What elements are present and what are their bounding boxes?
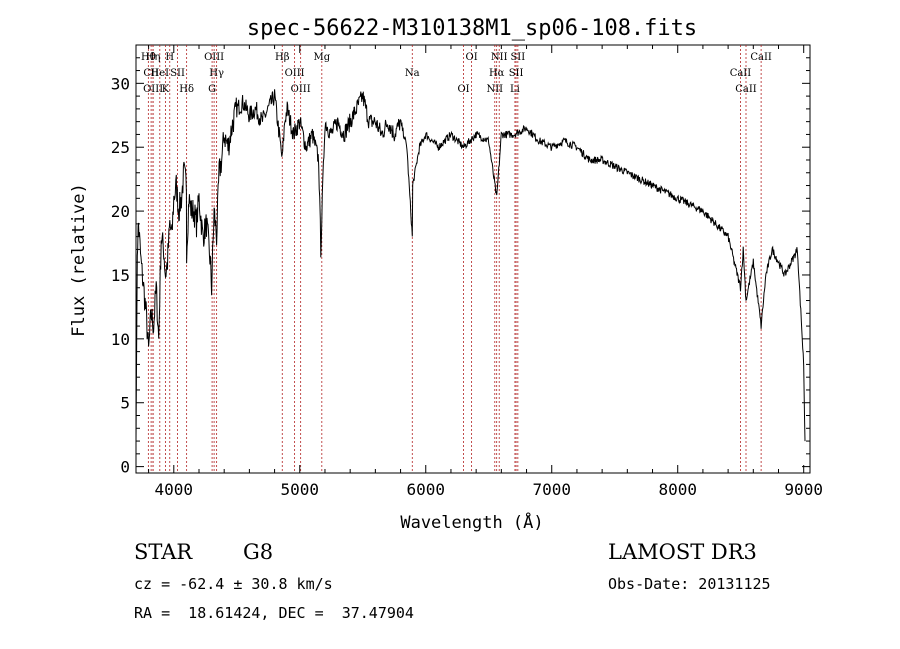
chart-title: spec-56622-M310138M1_sp06-108.fits — [247, 16, 697, 41]
x-tick-label: 4000 — [155, 480, 194, 499]
line-label: NII — [486, 84, 503, 95]
x-tick-label: 5000 — [281, 480, 320, 499]
line-label: Hθ — [141, 52, 156, 63]
y-tick-label: 15 — [111, 266, 130, 285]
line-label: OIII — [291, 84, 311, 95]
line-label: SII — [510, 52, 525, 63]
x-tick-label: 6000 — [406, 480, 445, 499]
line-label: G — [208, 84, 216, 95]
line-label: Hδ — [179, 84, 194, 95]
x-tick-label: 8000 — [658, 480, 697, 499]
x-tick-label: 9000 — [784, 480, 823, 499]
line-labels: Hθ CII OIII Hη HeI K H SII Hδ OIII Hγ G Hβ OIII OIII Mg… — [141, 52, 772, 95]
line-label: OIII — [285, 68, 305, 79]
line-label: OI — [466, 52, 478, 63]
line-label: SII — [509, 68, 524, 79]
line-label: CaII — [730, 68, 752, 79]
line-label: OIII — [143, 84, 163, 95]
line-label: Hγ — [209, 68, 224, 79]
line-label: CII — [143, 68, 159, 79]
line-markers — [147, 45, 762, 473]
line-label: Na — [405, 68, 420, 79]
survey-name: LAMOST DR3 — [608, 540, 757, 564]
spectral-subclass: G8 — [243, 540, 274, 564]
line-label: OIII — [204, 52, 224, 63]
y-tick-label: 25 — [111, 138, 130, 157]
observation-date: Obs-Date: 20131125 — [608, 575, 771, 593]
line-label: H — [165, 52, 174, 63]
plot-frame — [135, 44, 811, 474]
line-label: Mg — [314, 52, 331, 63]
y-tick-label: 30 — [111, 74, 130, 93]
line-label: Li — [510, 84, 520, 95]
x-tick-label: 7000 — [532, 480, 571, 499]
y-axis-ticks: 0 5 10 15 20 25 30 — [111, 57, 810, 477]
x-axis-ticks: 4000 5000 6000 7000 8000 9000 — [148, 45, 823, 499]
line-label: Hη — [146, 52, 161, 63]
line-label: SII — [170, 68, 185, 79]
x-axis-label: Wavelength (Å) — [400, 511, 543, 533]
line-label: Hα — [489, 68, 505, 79]
y-tick-label: 10 — [111, 330, 130, 349]
line-label: NII — [491, 52, 508, 63]
y-tick-label: 5 — [120, 394, 130, 413]
flux-series-line — [135, 89, 806, 443]
line-label: OI — [457, 84, 469, 95]
y-tick-label: 0 — [120, 458, 130, 477]
y-tick-label: 20 — [111, 202, 130, 221]
line-label: K — [162, 84, 170, 95]
y-axis-label: Flux (relative) — [69, 183, 89, 337]
coordinates-readout: RA = 18.61424, DEC = 37.47904 — [134, 604, 414, 622]
line-label: CaII — [750, 52, 772, 63]
line-label: CaII — [735, 84, 757, 95]
object-class: STAR — [134, 540, 193, 564]
line-label: Hβ — [275, 52, 290, 63]
line-label: HeI — [151, 68, 170, 79]
redshift-readout: cz = -62.4 ± 30.8 km/s — [134, 575, 333, 593]
